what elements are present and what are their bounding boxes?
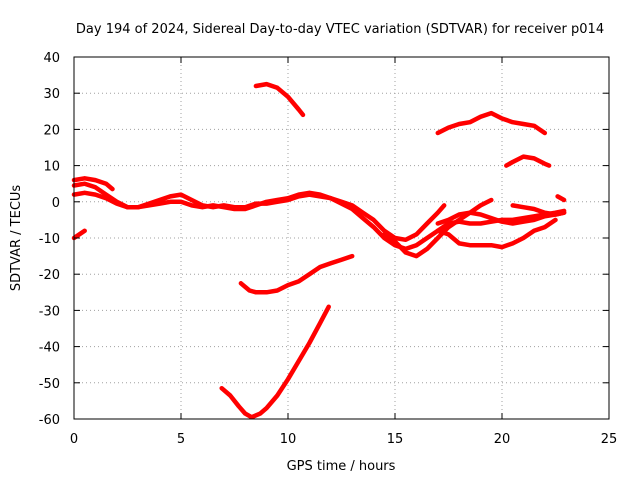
y-tick-label: -20 (39, 268, 60, 283)
y-tick-label: -40 (39, 341, 60, 356)
y-tick-label: 30 (43, 87, 60, 102)
series-line (219, 304, 331, 420)
x-tick-label: 10 (280, 432, 297, 447)
y-tick-labels: -60 -50 -40 -30 -20 -10 0 10 20 30 40 (39, 51, 60, 428)
series-line (71, 190, 567, 252)
series-line (504, 154, 552, 168)
axis-ticks (73, 56, 610, 420)
x-tick-label: 20 (494, 432, 511, 447)
series-line (435, 110, 548, 136)
x-tick-label: 15 (387, 432, 404, 447)
y-tick-label: -60 (39, 413, 60, 428)
x-tick-label: 0 (70, 432, 78, 447)
series-line (435, 217, 558, 250)
x-tick-label: 5 (177, 432, 185, 447)
series-line (555, 194, 567, 203)
series-line (382, 197, 494, 259)
y-tick-label: 0 (52, 196, 60, 211)
series-line (71, 228, 87, 241)
x-axis-label: GPS time / hours (287, 459, 396, 474)
y-tick-label: -50 (39, 377, 60, 392)
y-axis-label: SDTVAR / TECUs (9, 185, 24, 292)
y-tick-label: -30 (39, 304, 60, 319)
y-tick-label: 40 (43, 51, 60, 66)
chart-title: Day 194 of 2024, Sidereal Day-to-day VTE… (76, 22, 604, 37)
series-line (238, 253, 355, 295)
series-line (253, 81, 306, 118)
x-tick-label: 25 (601, 432, 618, 447)
y-tick-label: -10 (39, 232, 60, 247)
series-line (435, 210, 567, 226)
series-line (71, 181, 447, 243)
series-line (71, 176, 115, 192)
x-tick-labels: 0 5 10 15 20 25 (70, 432, 617, 447)
y-tick-label: 10 (43, 160, 60, 175)
grid-lines (74, 57, 609, 419)
y-tick-label: 20 (43, 123, 60, 138)
data-series (71, 81, 567, 420)
series-line (510, 203, 567, 217)
